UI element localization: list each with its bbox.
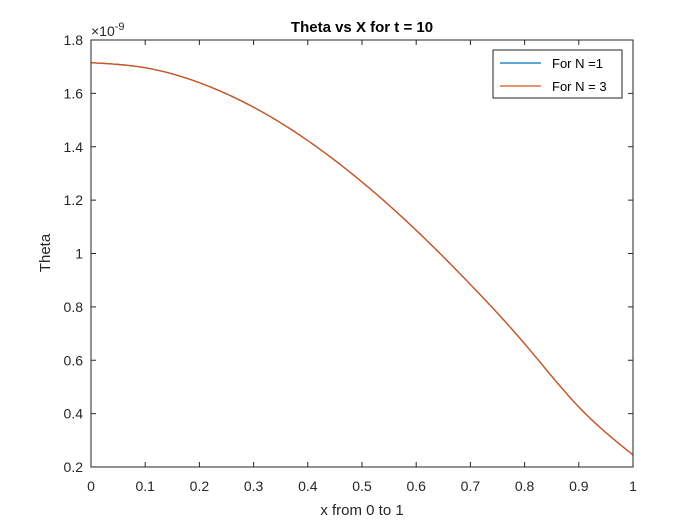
y-tick-label: 1.6: [64, 85, 84, 101]
y-tick-label: 0.2: [64, 459, 84, 475]
x-tick-label: 0.2: [190, 478, 210, 494]
y-tick-label: 1.4: [64, 139, 84, 155]
series-layer: [90, 62, 634, 456]
legend-box: [492, 49, 623, 99]
x-tick-label: 0.3: [244, 478, 264, 494]
x-tick-label: 0: [87, 478, 95, 494]
legend-label-n3: For N = 3: [552, 79, 607, 94]
y-exponent-power: -9: [115, 21, 125, 33]
plot-area: [91, 40, 633, 467]
x-axis-label: x from 0 to 1: [320, 502, 403, 519]
y-tick-label: 0.6: [64, 352, 84, 368]
series-line-2: [90, 62, 634, 456]
y-tick-label: 0.4: [64, 406, 84, 422]
y-tick-label: 0.8: [64, 299, 84, 315]
x-tick-label: 0.8: [515, 478, 535, 494]
x-tick-label: 0.1: [135, 478, 155, 494]
x-tick-label: 1: [629, 478, 637, 494]
y-ticks: 0.2 0.4 0.6 0.8 1 1.2 1.4 1.6 1.8: [64, 32, 633, 475]
legend-label-n1: For N =1: [552, 56, 603, 71]
x-tick-label: 0.9: [569, 478, 589, 494]
x-tick-label: 0.5: [352, 478, 372, 494]
y-exponent-base: ×10: [91, 23, 115, 39]
x-tick-label: 0.4: [298, 478, 318, 494]
y-tick-label: 1.2: [64, 192, 84, 208]
chart-title: Theta vs X for t = 10: [291, 19, 433, 36]
x-tick-label: 0.6: [406, 478, 426, 494]
legend: For N =1 For N = 3: [492, 49, 623, 99]
x-tick-label: 0.7: [461, 478, 481, 494]
y-tick-label: 1: [75, 246, 83, 262]
y-tick-label: 1.8: [64, 32, 84, 48]
y-exponent-label: ×10-9: [91, 21, 125, 39]
y-axis-label: Theta: [37, 233, 54, 272]
x-ticks: 0 0.1 0.2 0.3 0.4 0.5 0.6 0.7 0.8 0.9 1: [87, 40, 637, 494]
